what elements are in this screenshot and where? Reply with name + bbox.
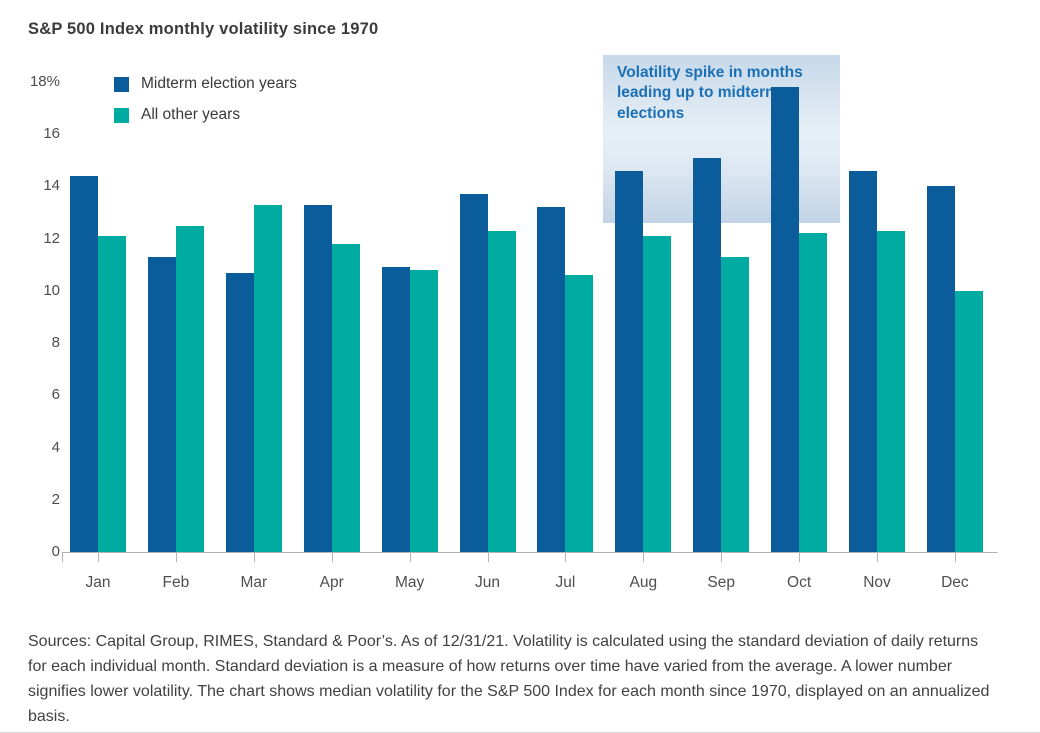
x-axis-tick (799, 553, 801, 562)
x-axis-tick (98, 553, 99, 562)
bar-other-jan (98, 236, 126, 552)
bar-other-jul (565, 275, 594, 552)
bar-other-aug (643, 236, 672, 552)
legend-item-midterm: Midterm election years (114, 75, 297, 93)
x-axis-label-jan: Jan (85, 574, 111, 591)
bar-other-mar (253, 204, 282, 552)
bar-midterm-dec (926, 186, 955, 552)
bar-midterm-oct (771, 87, 800, 552)
x-axis-tick (643, 553, 645, 562)
bar-midterm-jun (459, 194, 488, 552)
y-axis-tick-label: 16 (43, 125, 60, 143)
bar-midterm-nov (849, 170, 877, 552)
legend: Midterm election years All other years (114, 75, 297, 137)
annotation-text: Volatility spike in months leading up to… (617, 64, 803, 122)
bar-midterm-mar (225, 272, 254, 552)
other-swatch-icon (114, 107, 129, 123)
y-axis-tick-label: 10 (43, 281, 60, 299)
y-axis-tick-label: 4 (51, 438, 60, 456)
x-axis-label-mar: Mar (240, 574, 268, 591)
y-axis-tick-label: 14 (43, 177, 60, 195)
bar-other-apr (331, 243, 360, 552)
bar-midterm-aug (615, 170, 644, 552)
x-axis-label-may: May (394, 574, 425, 591)
source-note: Sources: Capital Group, RIMES, Standard … (28, 633, 990, 725)
y-axis-tick-label: 8 (51, 334, 60, 352)
x-axis-line (62, 552, 998, 553)
x-axis-tick (253, 553, 255, 562)
x-axis-tick (721, 553, 723, 562)
x-axis-tick (877, 553, 878, 562)
x-axis-label-jul: Jul (555, 574, 576, 591)
bar-other-sep (721, 256, 750, 552)
legend-label-other: All other years (141, 106, 241, 123)
x-axis-label-feb: Feb (162, 574, 190, 591)
y-axis-tick-label: 2 (51, 490, 60, 508)
x-axis-tick (175, 553, 177, 562)
bar-other-dec (954, 290, 983, 552)
x-axis-tick (954, 553, 956, 562)
bar-midterm-apr (303, 204, 332, 552)
x-axis-tick (565, 553, 567, 562)
x-axis-label-dec: Dec (941, 574, 969, 591)
bar-midterm-jan (70, 176, 98, 552)
bar-midterm-feb (147, 256, 176, 552)
x-axis-label-aug: Aug (629, 574, 658, 591)
bar-other-feb (175, 225, 204, 552)
midterm-swatch-icon (114, 76, 129, 92)
x-axis-tick (331, 553, 333, 562)
bar-midterm-jul (537, 207, 566, 552)
bar-midterm-sep (693, 157, 722, 552)
y-axis-tick-label: 6 (51, 386, 60, 404)
x-axis-label-nov: Nov (863, 574, 891, 591)
bar-other-nov (877, 230, 905, 552)
y-axis-tick-label: 12 (43, 229, 60, 247)
x-axis-end-tick (62, 553, 63, 562)
bar-other-may (409, 270, 438, 552)
legend-item-other: All other years (114, 106, 297, 124)
chart-title: S&P 500 Index monthly volatility since 1… (28, 20, 379, 38)
bar-midterm-may (381, 267, 410, 552)
x-axis-label-sep: Sep (707, 574, 735, 591)
x-axis-label-oct: Oct (787, 574, 812, 591)
x-axis-label-apr: Apr (319, 574, 344, 591)
bar-other-oct (799, 233, 828, 552)
bar-other-jun (487, 230, 516, 552)
x-axis-tick (487, 553, 489, 562)
y-axis-tick-label: 18% (29, 73, 60, 90)
x-axis-tick (409, 553, 411, 562)
legend-label-midterm: Midterm election years (141, 75, 297, 92)
y-axis-tick-label: 0 (51, 543, 60, 560)
x-axis-label-jun: Jun (475, 574, 500, 591)
